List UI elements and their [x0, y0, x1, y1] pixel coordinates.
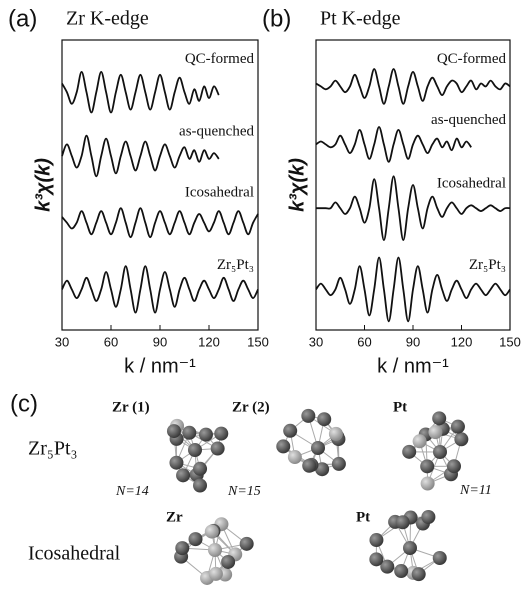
panel-label: (a)	[8, 5, 37, 32]
cluster	[167, 419, 228, 493]
atom	[454, 432, 468, 446]
atom	[396, 515, 410, 529]
x-tick-label: 150	[247, 334, 269, 349]
cluster-label: Pt	[393, 399, 407, 415]
series-label: Icosahedral	[437, 176, 506, 192]
x-tick-label: 60	[357, 334, 371, 349]
atom	[240, 537, 254, 551]
cluster	[369, 510, 446, 581]
x-tick-label: 90	[153, 334, 167, 349]
row-name: Icosahedral	[28, 543, 121, 565]
atom	[432, 411, 446, 425]
atom	[276, 439, 290, 453]
coordination-number: N=15	[227, 484, 261, 499]
series-label: Icosahedral	[185, 184, 254, 200]
cluster-label: Pt	[356, 509, 370, 525]
atom	[433, 445, 447, 459]
cluster-label: Zr	[166, 509, 183, 525]
atom	[193, 462, 207, 476]
series-label: QC-formed	[185, 51, 255, 67]
atom	[193, 479, 207, 493]
atom	[169, 456, 183, 470]
y-axis-label: k³χ(k)	[286, 158, 308, 212]
curve	[62, 136, 219, 177]
atom	[332, 457, 346, 471]
cluster-label: Zr (2)	[232, 399, 270, 415]
series-label: QC-formed	[437, 51, 507, 67]
atom	[182, 426, 196, 440]
atom	[302, 459, 316, 473]
atom	[209, 567, 223, 581]
row-name: Zr₅Pt₃	[28, 438, 78, 460]
atom	[402, 445, 416, 459]
atom	[188, 443, 202, 457]
atom	[167, 424, 181, 438]
panel-label: (b)	[262, 5, 291, 32]
coordination-number: N=14	[115, 484, 149, 499]
x-tick-label: 30	[55, 334, 69, 349]
x-tick-label: 120	[198, 334, 220, 349]
atom	[428, 425, 442, 439]
atom	[394, 564, 408, 578]
cluster-label: Zr (1)	[112, 399, 150, 415]
y-axis-label: k³χ(k)	[32, 158, 54, 212]
series-label: as-quenched	[431, 112, 506, 128]
curve	[316, 69, 510, 104]
atom	[447, 459, 461, 473]
x-axis-label: k / nm⁻¹	[124, 355, 196, 377]
atom	[221, 555, 235, 569]
atom	[189, 532, 203, 546]
x-tick-label: 30	[309, 334, 323, 349]
x-tick-label: 60	[104, 334, 118, 349]
atom	[369, 533, 383, 547]
x-tick-label: 90	[406, 334, 420, 349]
cluster	[276, 409, 346, 476]
atom	[288, 450, 302, 464]
atom	[199, 428, 213, 442]
series-label: Zr₅Pt₃	[217, 257, 254, 273]
atom	[175, 541, 189, 555]
atom	[205, 525, 219, 539]
x-axis-label: k / nm⁻¹	[377, 355, 449, 377]
atom	[311, 441, 325, 455]
x-tick-label: 120	[451, 334, 473, 349]
x-tick-label: 150	[499, 334, 521, 349]
figure: (a) Zr K-edge k³χ(k) k / nm⁻¹ 30 60 90 120 150 QC…	[0, 0, 522, 602]
curve	[62, 208, 258, 237]
atom	[420, 459, 434, 473]
atom	[211, 442, 225, 456]
atom	[301, 409, 315, 423]
atom	[412, 567, 426, 581]
atom	[451, 420, 465, 434]
atom	[208, 543, 222, 557]
cluster	[174, 517, 254, 585]
atom	[317, 412, 331, 426]
panel-title: Pt K-edge	[320, 8, 401, 30]
series-label: as-quenched	[179, 123, 254, 139]
atom	[176, 468, 190, 482]
cluster	[402, 411, 468, 490]
atom	[421, 477, 435, 491]
atom	[413, 434, 427, 448]
atom	[214, 427, 228, 441]
coordination-number: N=11	[459, 483, 492, 498]
atom	[421, 510, 435, 524]
panel-title: Zr K-edge	[66, 8, 149, 30]
atom	[329, 427, 343, 441]
curve	[62, 266, 258, 312]
atom	[369, 552, 383, 566]
panel-label: (c)	[10, 390, 38, 417]
curve	[62, 72, 219, 113]
curve	[316, 127, 471, 162]
atom	[433, 551, 447, 565]
series-label: Zr₅Pt₃	[469, 257, 506, 273]
atom	[283, 424, 297, 438]
atom	[403, 541, 417, 555]
